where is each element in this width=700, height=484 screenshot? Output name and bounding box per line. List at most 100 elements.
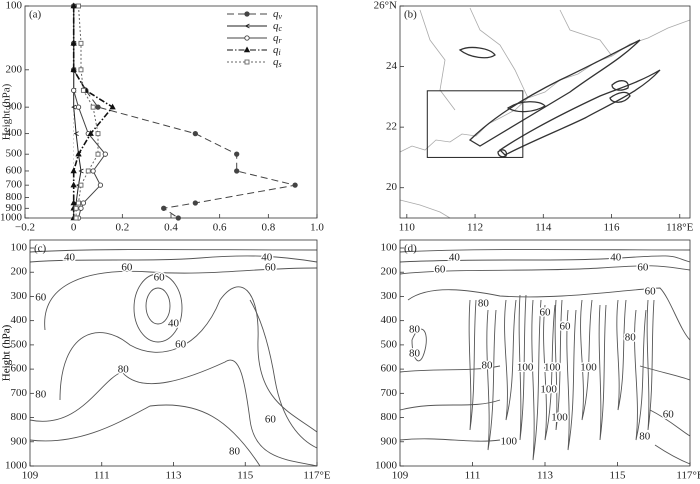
marker [243, 46, 251, 53]
y-tick-label: 200 [11, 266, 28, 278]
y-tick-label: 24 [386, 60, 398, 72]
y-tick-label: 400 [11, 314, 28, 326]
y-axis-title: Height (hPa) [1, 83, 13, 140]
contour-label: 40 [610, 251, 622, 263]
contour-line [399, 249, 691, 253]
contour-label: 100 [540, 383, 557, 395]
echo-contour [468, 39, 641, 147]
marker [161, 205, 167, 211]
marker [109, 103, 116, 110]
x-tick-label: 118°E [666, 222, 693, 234]
y-tick-label: 800 [11, 411, 28, 423]
marker [97, 182, 104, 188]
marker [292, 182, 298, 188]
marker [73, 215, 79, 221]
contour-line [399, 438, 691, 465]
contour-line [518, 294, 527, 441]
y-tick-label: 500 [381, 338, 398, 350]
marker [90, 104, 96, 110]
x-tick-label: 114 [535, 222, 552, 234]
marker [76, 200, 81, 206]
contour-line [634, 309, 647, 441]
marker [71, 104, 77, 110]
contour-label: 60 [559, 320, 571, 332]
border [399, 7, 613, 219]
x-tick-label: −0.2 [15, 222, 35, 234]
contour-line [133, 273, 183, 343]
region-box [426, 90, 524, 158]
marker [78, 168, 84, 174]
x-tick-label: 0.8 [261, 222, 275, 234]
panel-label: (d) [404, 243, 417, 255]
marker [102, 151, 108, 157]
contour-line [543, 304, 556, 441]
contour-line [29, 249, 318, 253]
x-tick-label: 110 [399, 222, 416, 234]
y-tick-label: 800 [6, 191, 23, 203]
marker [87, 130, 94, 136]
y-tick-label: 26°N [374, 0, 397, 12]
y-tick-label: 600 [6, 164, 23, 176]
plot-frame [399, 5, 691, 219]
contour-line [504, 299, 517, 421]
contour-label: 60 [637, 262, 649, 274]
marker [70, 39, 77, 46]
y-tick-label: 100 [6, 0, 23, 12]
contour-label: 80 [409, 324, 421, 336]
contour-label: 40 [261, 251, 273, 263]
y-tick-label: 600 [11, 363, 28, 375]
contour-label: 100 [544, 361, 561, 373]
x-tick-label: 0.2 [115, 222, 129, 234]
contour-line [486, 309, 497, 451]
x-tick-label: 113 [165, 470, 182, 482]
contour-label: 40 [64, 251, 76, 263]
contour-line [411, 328, 427, 362]
contour-line [399, 265, 691, 275]
echo-contour [458, 46, 631, 103]
marker [244, 23, 250, 29]
plot-frame [29, 239, 318, 467]
map-layer [399, 7, 691, 219]
x-tick-label: 115 [237, 470, 254, 482]
marker [73, 131, 79, 137]
contour-line [249, 299, 318, 449]
echo-contour [497, 101, 546, 158]
contour-label: 80 [639, 430, 651, 442]
contour-label: 60 [121, 262, 133, 274]
y-tick-label: 800 [381, 411, 398, 423]
x-tick-label: 117°E [303, 470, 330, 482]
marker [70, 181, 77, 188]
marker [78, 67, 84, 73]
marker [244, 11, 250, 17]
contour-line [566, 309, 577, 451]
x-tick-label: 109 [392, 470, 409, 482]
contour-layer [29, 249, 318, 467]
contour-label: 40 [449, 251, 461, 263]
y-tick-label: 22 [386, 121, 397, 133]
marker [95, 151, 101, 157]
x-tick-label: 0.6 [213, 222, 227, 234]
contour-line [598, 304, 607, 441]
x-tick-label: 116 [603, 222, 620, 234]
contour-label: 80 [409, 348, 421, 360]
y-tick-label: 20 [386, 181, 398, 193]
contour-line [580, 299, 593, 421]
y-tick-label: 900 [11, 435, 28, 447]
contour-label: 60 [154, 272, 166, 284]
x-tick-label: 111 [465, 470, 481, 482]
contour-label: 80 [118, 364, 130, 376]
contour-line [145, 287, 171, 325]
contour-line [646, 299, 655, 431]
marker [75, 104, 82, 110]
y-tick-label: 700 [6, 179, 23, 191]
marker [70, 199, 77, 206]
y-tick-label: 300 [11, 290, 28, 302]
y-tick-label: 200 [381, 266, 398, 278]
y-tick-label: 400 [6, 127, 23, 139]
y-axis-title: Height (hPa) [1, 324, 13, 381]
legend-label: qv [273, 8, 283, 21]
marker [70, 2, 77, 9]
marker [78, 40, 84, 46]
y-tick-label: 600 [381, 363, 398, 375]
contour-line [399, 365, 691, 381]
